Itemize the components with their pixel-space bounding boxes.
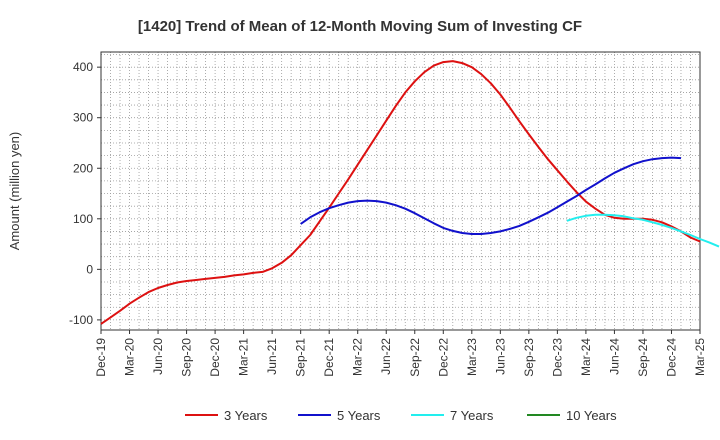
x-tick-label: Jun-24 [607, 338, 621, 375]
x-tick-label: Mar-22 [351, 338, 365, 376]
x-tick-label: Dec-20 [208, 338, 222, 377]
legend-label-7-years: 7 Years [450, 408, 494, 423]
y-axis-label: Amount (million yen) [7, 132, 22, 251]
series-line-7-years [566, 213, 720, 248]
y-tick-label: -100 [69, 313, 93, 327]
plot-area [100, 51, 701, 331]
y-tick-label: 0 [86, 262, 93, 276]
x-tick-label: Sep-24 [636, 338, 650, 377]
x-tick-label: Dec-21 [322, 338, 336, 377]
x-tick-label: Dec-22 [436, 338, 450, 377]
legend-label-3-years: 3 Years [224, 408, 268, 423]
chart-title: [1420] Trend of Mean of 12-Month Moving … [138, 18, 582, 35]
x-tick-label: Jun-22 [379, 338, 393, 375]
x-tick-label: Dec-23 [550, 338, 564, 377]
x-tick-label: Mar-20 [123, 338, 137, 376]
y-tick-label: 200 [73, 161, 93, 175]
grid [101, 52, 700, 330]
y-tick-label: 300 [73, 111, 93, 125]
x-tick-label: Mar-24 [579, 338, 593, 376]
legend: 3 Years 5 Years 7 Years 10 Years [185, 408, 617, 423]
x-tick-label: Sep-21 [294, 338, 308, 377]
x-tick-label: Dec-19 [94, 338, 108, 377]
x-tick-label: Jun-23 [493, 338, 507, 375]
series-line-5-years [300, 156, 682, 235]
x-tick-label: Sep-20 [180, 338, 194, 377]
legend-label-10-years: 10 Years [566, 408, 617, 423]
x-tick-label: Dec-24 [664, 338, 678, 377]
x-tick-label: Mar-25 [693, 338, 707, 376]
series-line-3-years [100, 60, 701, 325]
x-tick-label: Sep-22 [408, 338, 422, 377]
legend-label-5-years: 5 Years [337, 408, 381, 423]
x-axis-ticks: Dec-19 Mar-20 Jun-20 Sep-20 Dec-20 Mar-21 Jun-… [94, 330, 707, 377]
x-tick-label: Jun-20 [151, 338, 165, 375]
x-tick-label: Mar-21 [237, 338, 251, 376]
y-axis-ticks: -100 0 100 200 300 400 [69, 60, 101, 327]
x-tick-label: Jun-21 [265, 338, 279, 375]
x-tick-label: Mar-23 [465, 338, 479, 376]
x-tick-label: Sep-23 [522, 338, 536, 377]
y-tick-label: 100 [73, 212, 93, 226]
y-tick-label: 400 [73, 60, 93, 74]
series-layer [100, 60, 720, 325]
